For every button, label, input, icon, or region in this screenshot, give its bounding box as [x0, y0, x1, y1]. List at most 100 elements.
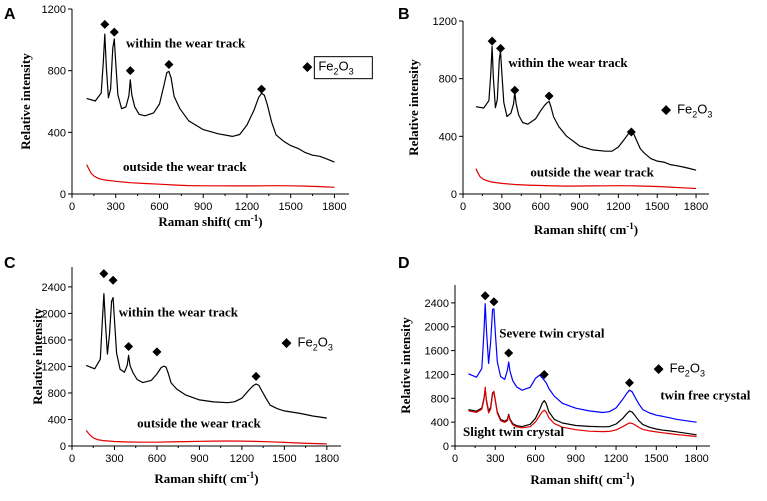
y-tick-label: 400: [431, 417, 449, 429]
x-tick-label: 1200: [235, 201, 259, 213]
y-tick-label: 1200: [42, 361, 66, 373]
y-axis-label: Relative intensity: [406, 59, 421, 156]
panel-d: D 0 300 600 900 1200 1500 1800 0 400 800 1200 1600 20…: [398, 255, 751, 487]
series-within-the-wear-track: [475, 45, 697, 171]
x-tick-label: 1500: [645, 201, 669, 213]
peak-marker: [626, 127, 636, 137]
x-tick-label: 600: [148, 453, 166, 465]
x-tick-label: 900: [570, 201, 588, 213]
y-tick-label: 0: [451, 189, 457, 201]
x-tick-label: 1500: [278, 201, 302, 213]
peak-marker: [487, 36, 497, 46]
y-axis-label: Relative intensity: [30, 308, 45, 405]
legend-marker: ◆: [661, 101, 671, 116]
x-tick-label: 300: [493, 201, 511, 213]
y-tick-label: 1200: [433, 16, 457, 28]
y-tick-label: 0: [60, 189, 66, 201]
y-tick-label: 400: [48, 127, 66, 139]
y-tick-label: 2000: [42, 308, 66, 320]
x-tick-label: 1800: [322, 201, 346, 213]
x-axis-label: Raman shift( cm-1): [154, 470, 258, 486]
y-tick-label: 800: [48, 388, 66, 400]
peak-marker: [99, 269, 109, 279]
legend-marker: ◆: [282, 335, 292, 350]
y-axis-label: Relative intensity: [18, 53, 33, 150]
series-severe-twin-crystal: [468, 303, 697, 423]
annotation-within-the-wear-track: within the wear track: [508, 55, 628, 70]
x-tick-label: 1800: [684, 453, 708, 465]
x-tick-label: 300: [107, 201, 125, 213]
series-within-the-wear-track: [86, 33, 335, 163]
annotation-within-the-wear-track: within the wear track: [119, 305, 239, 320]
legend: ◆ Fe2O3: [654, 361, 705, 379]
x-tick-label: 900: [567, 453, 585, 465]
legend-marker: ◆: [654, 361, 664, 376]
y-tick-label: 0: [60, 441, 66, 453]
legend-marker: ◆: [302, 59, 312, 74]
peak-marker: [109, 27, 119, 37]
x-tick-label: 0: [69, 453, 75, 465]
annotation-within-the-wear-track: within the wear track: [126, 36, 246, 51]
x-axis-label: Raman shift( cm-1): [530, 471, 634, 487]
peak-marker: [152, 347, 162, 357]
legend: ◆ Fe2O3: [282, 335, 333, 353]
x-tick-label: 900: [194, 201, 212, 213]
x-tick-label: 300: [105, 453, 123, 465]
peak-marker: [108, 275, 118, 285]
x-tick-label: 600: [526, 453, 544, 465]
x-tick-label: 1800: [684, 201, 708, 213]
x-tick-label: 1200: [230, 453, 254, 465]
annotation-outside-the-wear-track: outside the wear track: [137, 415, 261, 430]
panel-d-label: D: [398, 255, 410, 272]
legend: ◆ Fe2O3: [661, 101, 712, 119]
peak-marker: [100, 19, 110, 29]
panel-c: C 0 300 600 900 1200 1500 1800 0 400 800 1200 1600 20…: [4, 255, 341, 486]
legend-label: Fe2O3: [677, 101, 712, 119]
peak-marker: [125, 66, 135, 76]
peak-marker: [496, 43, 506, 53]
peak-marker: [164, 60, 174, 69]
legend: ◆ Fe2O3: [302, 56, 373, 80]
panel-a: A 0 300 600 900 1200 1500 1800 0 400 800 1200 Relati…: [4, 4, 373, 229]
peak-marker: [539, 369, 549, 379]
y-tick-label: 1600: [42, 335, 66, 347]
x-tick-label: 1200: [604, 453, 628, 465]
annotation-twin-free-crystal: twin free crystal: [660, 387, 750, 402]
x-tick-label: 1500: [644, 453, 668, 465]
annotation-outside-the-wear-track: outside the wear track: [530, 165, 654, 180]
panel-a-label: A: [4, 6, 16, 23]
peak-marker: [489, 297, 499, 307]
x-axis-label: Raman shift( cm-1): [158, 213, 262, 229]
y-tick-label: 400: [439, 131, 457, 143]
x-tick-label: 1500: [272, 453, 296, 465]
series-outside-the-wear-track: [475, 168, 697, 190]
y-tick-label: 2400: [42, 282, 66, 294]
x-tick-label: 900: [190, 453, 208, 465]
panel-b: B 0 300 600 900 1200 1500 1800 0 400 800 1200 Relati…: [398, 6, 712, 237]
y-tick-label: 1200: [42, 4, 66, 16]
peak-marker: [124, 342, 134, 352]
y-tick-label: 2000: [425, 322, 449, 334]
x-tick-label: 0: [452, 453, 458, 465]
peak-marker: [504, 348, 514, 358]
annotation-slight-twin-crystal: Slight twin crystal: [463, 424, 564, 439]
annotation-outside-the-wear-track: outside the wear track: [123, 159, 247, 174]
x-tick-label: 1800: [315, 453, 339, 465]
legend-label: Fe2O3: [670, 361, 705, 379]
legend-box: [313, 56, 373, 80]
y-tick-label: 0: [443, 441, 449, 453]
x-axis-label: Raman shift( cm-1): [534, 221, 638, 237]
series-slight-twin-crystal: [468, 386, 697, 438]
annotation-severe-twin-crystal: Severe twin crystal: [499, 325, 605, 340]
peak-marker: [624, 378, 634, 388]
y-tick-label: 2400: [425, 298, 449, 310]
peak-marker: [544, 91, 554, 101]
x-tick-label: 1200: [606, 201, 630, 213]
legend-label: Fe2O3: [298, 335, 333, 353]
x-tick-label: 0: [460, 201, 466, 213]
y-tick-label: 400: [48, 414, 66, 426]
peak-marker: [480, 291, 490, 301]
y-tick-label: 800: [431, 393, 449, 405]
peak-marker: [510, 85, 520, 95]
